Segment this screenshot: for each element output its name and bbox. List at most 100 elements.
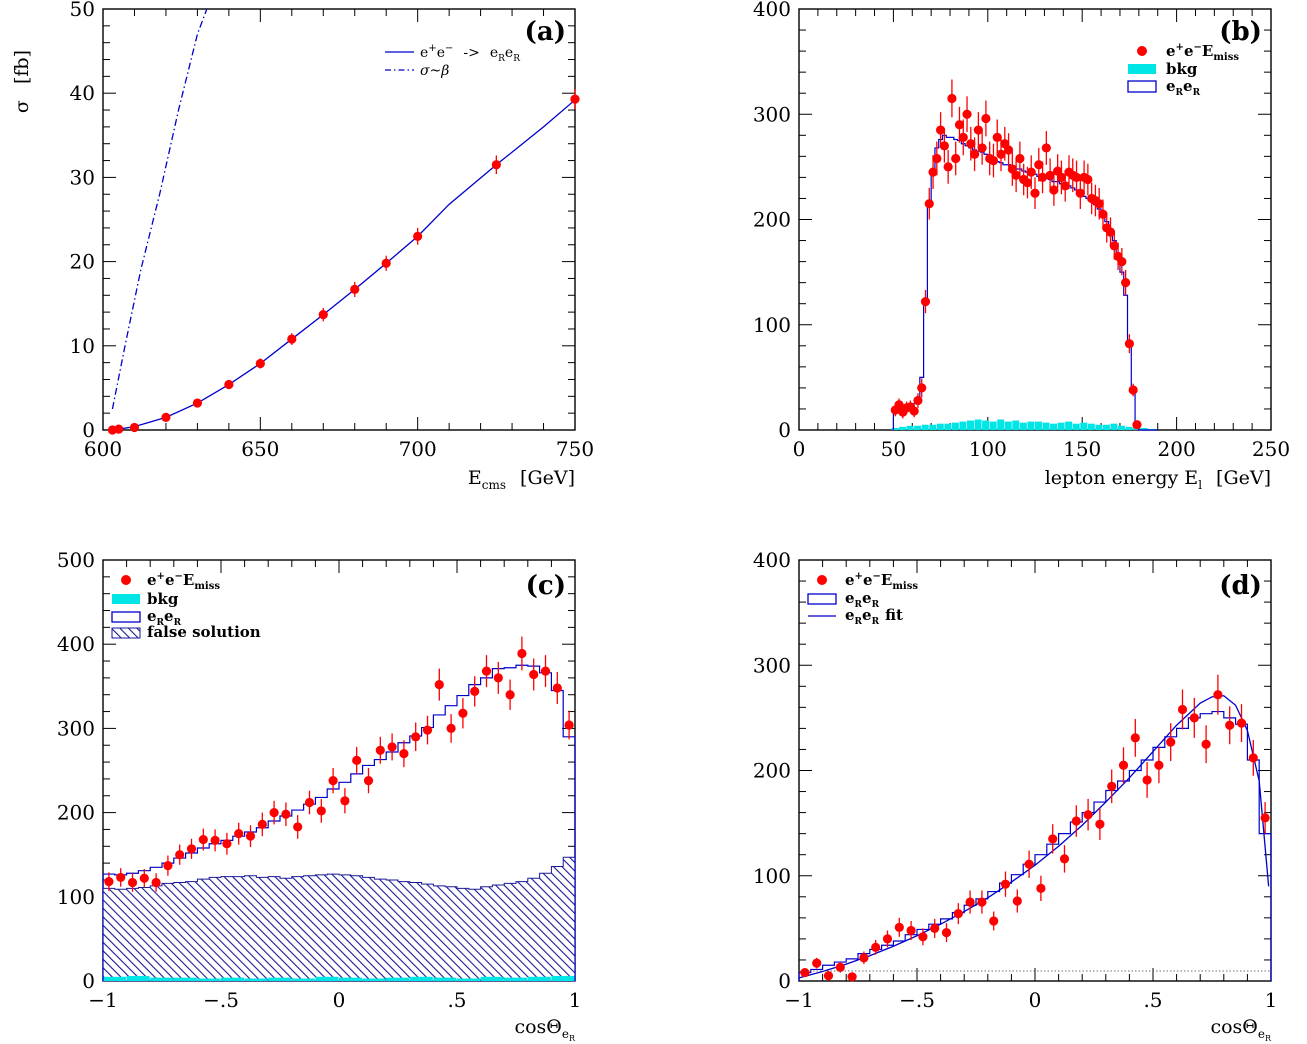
x-tick-label: 150 bbox=[1063, 437, 1101, 461]
bkg-bar bbox=[1110, 423, 1118, 430]
legend-false-swatch bbox=[111, 627, 141, 639]
data-point bbox=[894, 400, 904, 410]
panel-b-tag: (b) bbox=[1219, 17, 1262, 47]
y-tick-label: 40 bbox=[70, 81, 95, 105]
bkg-bar bbox=[1027, 421, 1035, 430]
data-point bbox=[800, 967, 810, 978]
bkg-bar bbox=[103, 976, 126, 981]
data-point bbox=[198, 834, 208, 845]
data-point bbox=[446, 723, 456, 734]
data-point bbox=[257, 819, 267, 829]
panel-a-xlabel-symbol: E bbox=[468, 467, 482, 489]
data-point bbox=[965, 897, 975, 907]
bkg-bar bbox=[1072, 423, 1080, 430]
data-point bbox=[1048, 834, 1058, 844]
data-point bbox=[1128, 385, 1138, 395]
data-point bbox=[1071, 816, 1081, 826]
bkg-bar bbox=[126, 975, 150, 981]
bkg-bar bbox=[244, 978, 268, 981]
legend-sig-label: eReR bbox=[845, 589, 880, 610]
data-point bbox=[871, 942, 881, 952]
panel-c-legend: e+e−Emiss bkg eReR false solution bbox=[111, 571, 261, 641]
data-point bbox=[894, 922, 904, 932]
bkg-bar bbox=[339, 977, 362, 981]
data-point bbox=[936, 125, 946, 135]
data-point bbox=[1213, 690, 1223, 700]
data-point bbox=[234, 829, 244, 839]
y-tick-label: 30 bbox=[70, 165, 95, 189]
data-point bbox=[1130, 733, 1140, 743]
y-tick-label: 200 bbox=[753, 208, 791, 232]
data-point bbox=[434, 680, 444, 690]
data-point bbox=[996, 149, 1006, 159]
data-point bbox=[1201, 739, 1211, 749]
legend-data-label: e+e−Emiss bbox=[845, 571, 918, 592]
bkg-bar bbox=[480, 976, 504, 981]
bkg-bar bbox=[997, 419, 1005, 430]
data-point bbox=[129, 422, 140, 433]
data-point bbox=[812, 958, 822, 968]
panel-a-tag: (a) bbox=[525, 17, 566, 47]
data-point bbox=[224, 379, 234, 390]
data-point bbox=[1124, 339, 1134, 349]
data-point bbox=[192, 398, 202, 408]
data-point bbox=[1030, 188, 1040, 198]
data-point bbox=[491, 160, 501, 170]
plot-frame bbox=[102, 8, 576, 431]
panel-d-xlabel-text: cosΘ bbox=[1210, 1016, 1257, 1038]
data-point bbox=[318, 310, 328, 320]
panel-c-marks bbox=[102, 636, 576, 982]
bkg-bar bbox=[291, 978, 315, 981]
x-tick-label: .5 bbox=[1143, 988, 1162, 1012]
data-point bbox=[161, 412, 171, 422]
y-tick-label: 400 bbox=[57, 632, 95, 656]
data-point bbox=[1071, 172, 1082, 182]
data-point bbox=[1037, 172, 1048, 182]
data-point bbox=[127, 877, 138, 888]
x-tick-label: 50 bbox=[881, 437, 906, 461]
data-point bbox=[930, 923, 940, 933]
panel-b-xlabel-unit: [GeV] bbox=[1216, 467, 1271, 489]
data-point bbox=[954, 120, 965, 130]
y-tick-label: 400 bbox=[753, 548, 791, 572]
y-tick-label: 400 bbox=[753, 0, 791, 21]
y-tick-label: 100 bbox=[57, 885, 95, 909]
y-tick-label: 500 bbox=[57, 548, 95, 572]
legend-bkg-label: bkg bbox=[1166, 60, 1198, 78]
data-point bbox=[1024, 859, 1034, 869]
bkg-bar bbox=[1019, 422, 1027, 430]
legend-data-swatch bbox=[817, 575, 827, 585]
panel-a-ylabel: σ [fb] bbox=[11, 50, 33, 113]
x-tick-label: 200 bbox=[1158, 437, 1196, 461]
legend-false-label: false solution bbox=[147, 623, 261, 641]
x-tick-label: 1 bbox=[1265, 988, 1278, 1012]
data-point bbox=[1003, 145, 1014, 155]
data-point bbox=[1083, 810, 1093, 820]
data-point bbox=[835, 962, 845, 972]
data-point bbox=[114, 424, 124, 434]
data-point bbox=[1095, 819, 1105, 829]
x-tick-label: −.5 bbox=[203, 988, 239, 1012]
bkg-bar bbox=[1042, 422, 1050, 430]
panel-d-legend: e+e−Emiss eReR eReR fit bbox=[807, 571, 918, 627]
data-point bbox=[962, 109, 972, 119]
svg-text:σ [fb]: σ [fb] bbox=[11, 50, 33, 113]
y-tick-label: 100 bbox=[753, 313, 791, 337]
data-point bbox=[328, 776, 338, 786]
x-tick-label: 600 bbox=[84, 437, 122, 461]
data-point bbox=[1049, 185, 1059, 195]
x-tick-label: −.5 bbox=[899, 988, 935, 1012]
bkg-bar bbox=[1087, 423, 1095, 430]
panel-d-marks bbox=[798, 674, 1272, 982]
data-point bbox=[1098, 209, 1108, 219]
data-point bbox=[163, 861, 173, 871]
data-point bbox=[186, 844, 197, 854]
x-tick-label: 1 bbox=[569, 988, 582, 1012]
bkg-bar bbox=[989, 421, 997, 430]
y-tick-label: 200 bbox=[57, 801, 95, 825]
data-point bbox=[909, 406, 919, 416]
legend-data-label: e+e−Emiss bbox=[147, 571, 220, 592]
bkg-bar bbox=[906, 425, 914, 430]
bkg-bar bbox=[551, 975, 575, 981]
